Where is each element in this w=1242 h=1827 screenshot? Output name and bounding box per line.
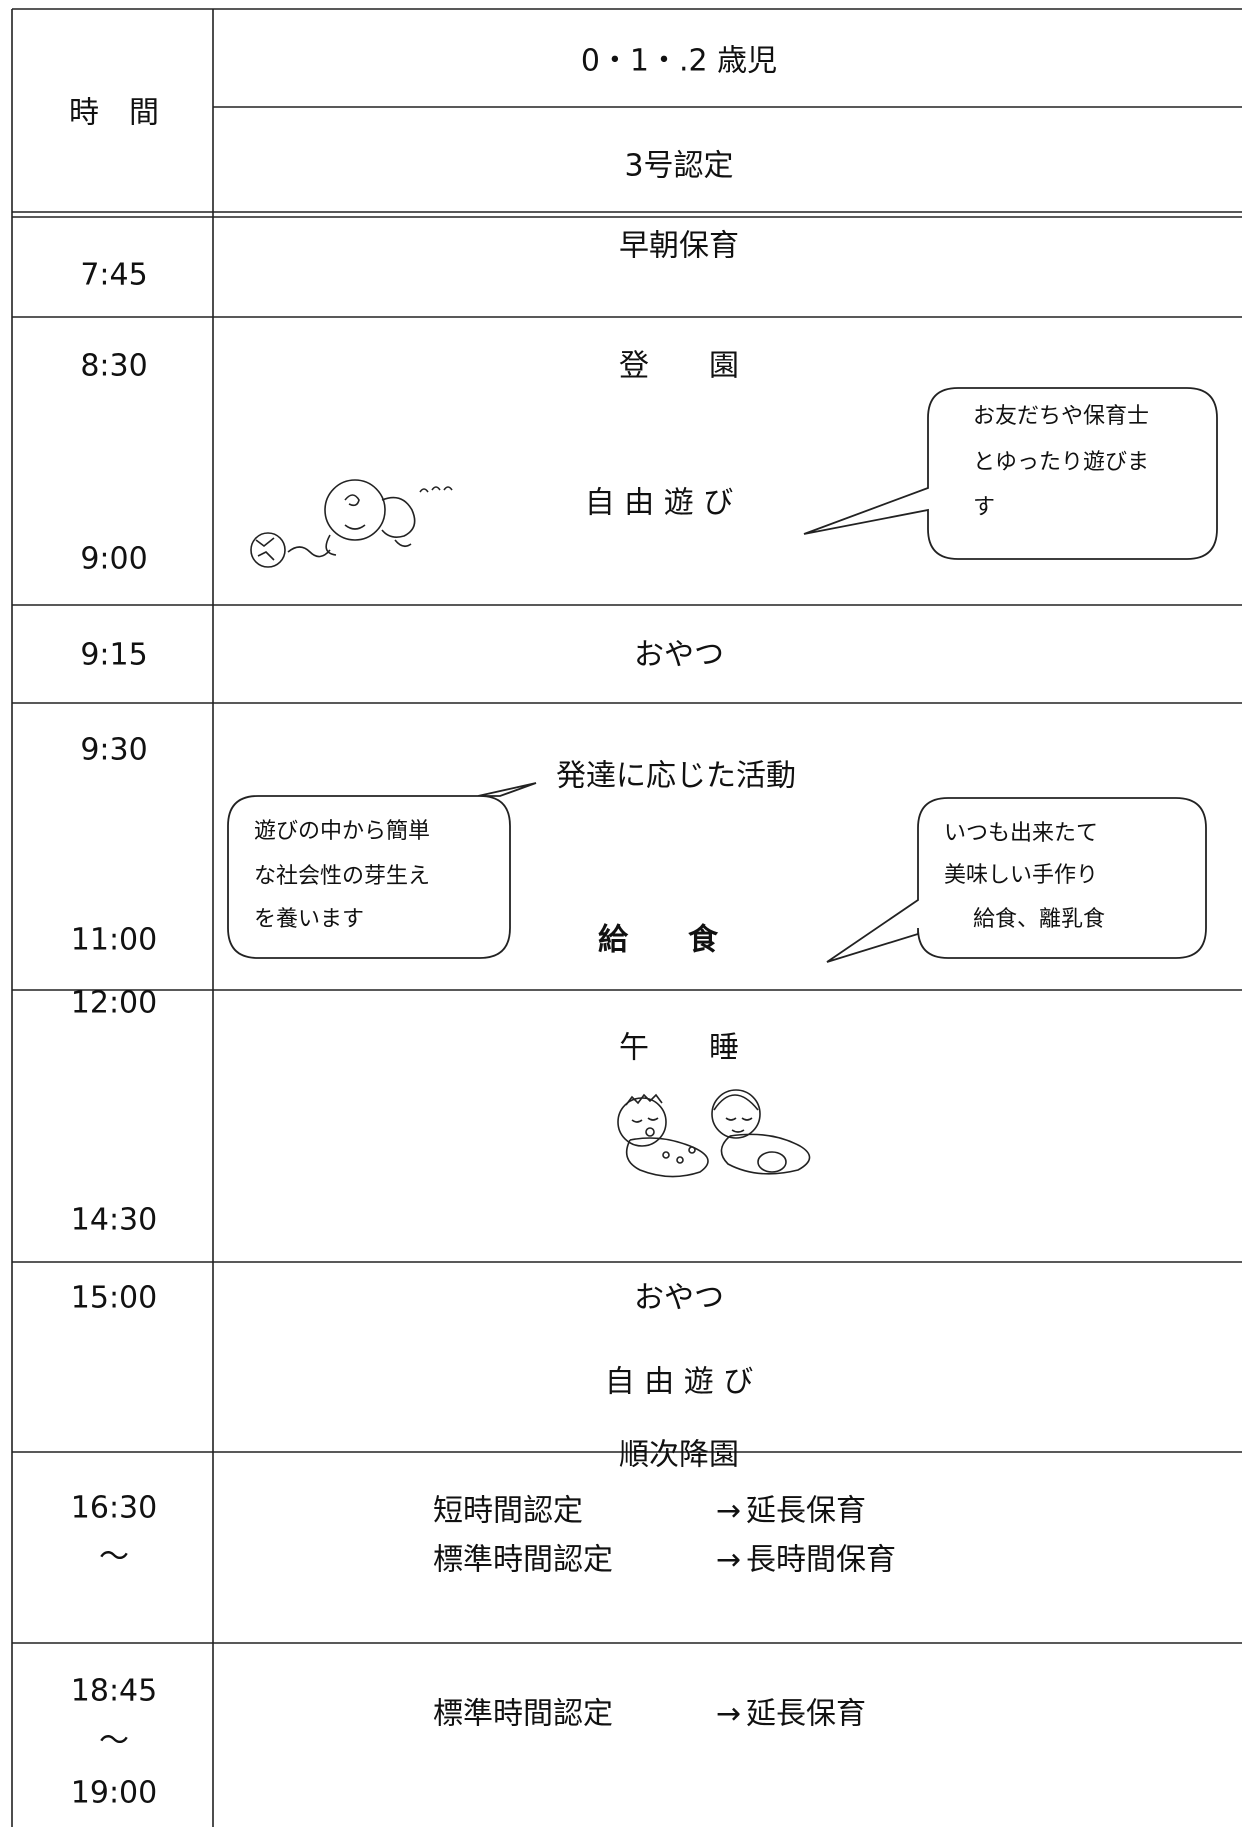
- note-line: 美味しい手作り: [944, 863, 1098, 888]
- table-rules: [11, 8, 1242, 1827]
- activity: 登 園: [619, 349, 739, 384]
- activity: 給 食: [598, 923, 719, 958]
- transfer-arrow: →: [716, 1543, 741, 1578]
- transfer-from: 短時間認定: [433, 1494, 583, 1529]
- activity: おやつ: [634, 638, 724, 673]
- time-label: 14:30: [71, 1203, 157, 1238]
- transfer-to: 長時間保育: [746, 1543, 896, 1578]
- transfer-arrow: →: [716, 1697, 741, 1732]
- activity: 発達に応じた活動: [556, 759, 796, 794]
- activity: 早朝保育: [619, 229, 739, 264]
- header-age: 0・1・.2 歳児: [581, 44, 777, 79]
- time-label: 9:30: [80, 733, 147, 768]
- activity: 自 由 遊 び: [585, 486, 734, 521]
- note-line: とゆったり遊びま: [973, 450, 1149, 475]
- activity: おやつ: [634, 1281, 724, 1316]
- time-label: 11:00: [71, 923, 157, 958]
- activity: 自 由 遊 び: [605, 1365, 754, 1400]
- header-certification: 3号認定: [624, 149, 733, 184]
- note-line: を養います: [254, 907, 364, 932]
- activity: 午 睡: [619, 1031, 739, 1066]
- time-label: 9:00: [80, 542, 147, 577]
- note-line: 遊びの中から簡単: [254, 819, 430, 844]
- time-label: 9:15: [80, 638, 147, 673]
- transfer-to: 延長保育: [746, 1494, 866, 1529]
- speech-bubbles: [227, 387, 1218, 963]
- activity: 順次降園: [619, 1438, 739, 1473]
- transfer-from: 標準時間認定: [433, 1543, 613, 1578]
- time-label: 19:00: [71, 1776, 157, 1811]
- time-label: 〜: [99, 1540, 129, 1575]
- time-label: 7:45: [80, 258, 147, 293]
- baby-illustration: [250, 479, 453, 568]
- note-line: す: [973, 495, 995, 520]
- note-line: な社会性の芽生え: [254, 864, 430, 889]
- note-line: 給食、離乳食: [973, 907, 1105, 932]
- note-line: いつも出来たて: [944, 821, 1098, 846]
- time-label: 〜: [99, 1724, 129, 1759]
- time-label: 15:00: [71, 1281, 157, 1316]
- transfer-to: 延長保育: [746, 1697, 866, 1732]
- time-label: 12:00: [71, 986, 157, 1021]
- sleeping-illustration: [617, 1089, 811, 1178]
- note-line: お友だちや保育士: [973, 404, 1149, 429]
- header-time: 時 間: [69, 96, 159, 131]
- time-label: 16:30: [71, 1491, 157, 1526]
- transfer-arrow: →: [716, 1494, 741, 1529]
- time-label: 8:30: [80, 349, 147, 384]
- time-label: 18:45: [71, 1674, 157, 1709]
- transfer-from: 標準時間認定: [433, 1697, 613, 1732]
